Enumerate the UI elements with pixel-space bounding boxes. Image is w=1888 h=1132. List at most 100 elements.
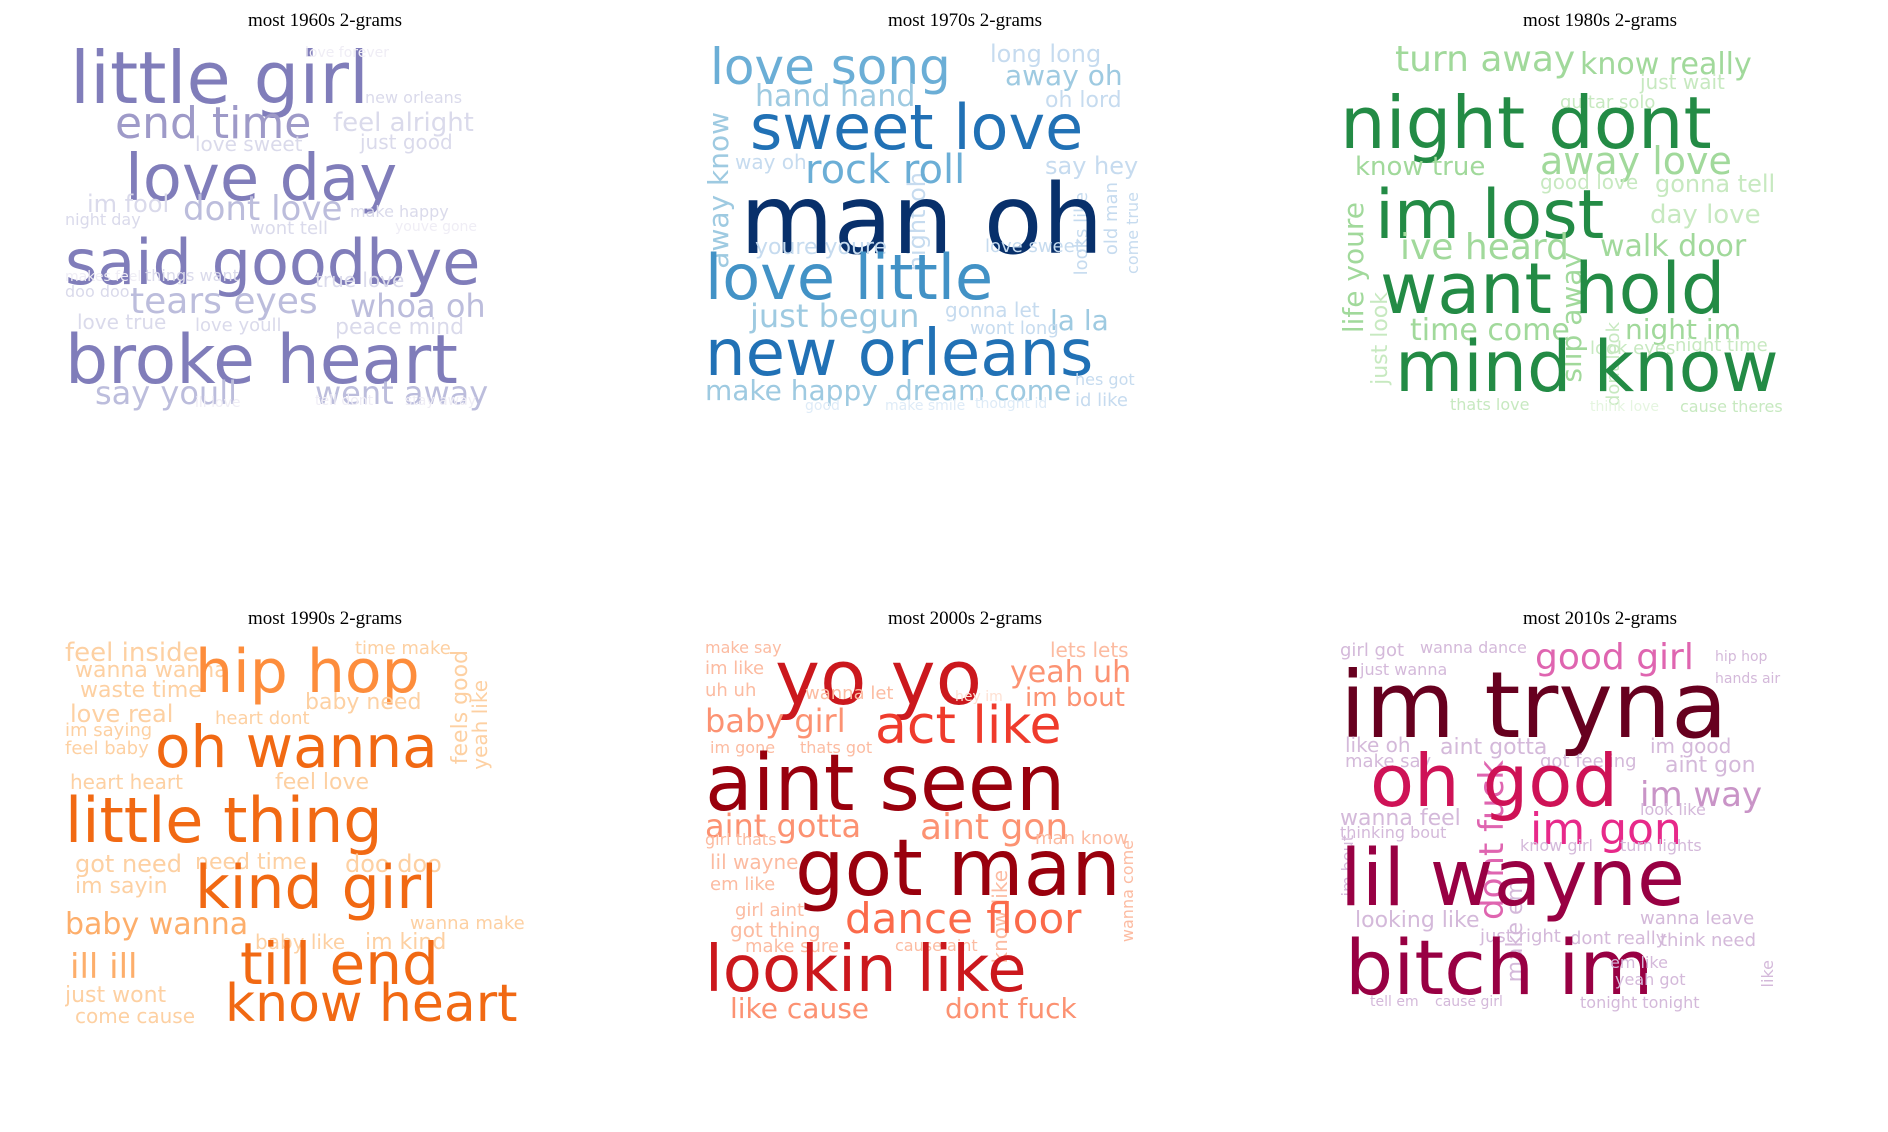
cloud-word: wanna make [410, 913, 525, 934]
cloud-word: broke heart [65, 321, 458, 400]
cloud-word: oh lord [1045, 88, 1122, 113]
cloud-word: baby wanna [65, 907, 249, 942]
cloud-word: em like [710, 874, 776, 895]
cloud-word: just wont [65, 983, 167, 1008]
cloud-word: stay away [405, 393, 476, 409]
cloud-word: wont tell [250, 218, 329, 239]
cloud-word: long long [990, 42, 1102, 68]
cloud-word: say youll [95, 374, 237, 412]
cloud-word: im good [1650, 734, 1732, 758]
cloud-word: feel baby [65, 738, 149, 759]
cloud-word: im sayin [75, 874, 168, 899]
cloud-word: ill ill [70, 947, 138, 987]
cloud-word: till end [240, 930, 439, 998]
cloud-word: lil wayne [710, 850, 799, 874]
cloud-word: look like [1640, 800, 1706, 819]
cloud-word: end time [115, 98, 312, 149]
cloud-word: just begun [750, 297, 920, 335]
cloud-word: life youre [1340, 202, 1370, 334]
cloud-word: yeah uh [1010, 655, 1132, 690]
wordcloud-panel-1960s: most 1960s 2-grams little girl end time lo… [65, 0, 585, 450]
cloud-word: away oh [1005, 59, 1123, 92]
cloud-word: cause girl [1435, 994, 1503, 1010]
cloud-word: rock roll [805, 147, 966, 193]
cloud-word: know heart [225, 974, 518, 1034]
cloud-word: wanna wanna [75, 658, 228, 683]
cloud-word: wanna feel [1340, 806, 1461, 831]
cloud-word: turn away [1395, 42, 1576, 80]
cloud-word: youre youre [755, 235, 888, 260]
cloud-word: just right [1480, 926, 1561, 947]
panel-title: most 1970s 2-grams [887, 10, 1043, 31]
cloud-word: guitar solo [1560, 92, 1656, 113]
cloud-word: got feeling [1540, 751, 1637, 772]
cloud-word: new orleans [705, 317, 1094, 391]
cloud-word: peace mind [335, 315, 465, 340]
word-cloud: away know night oh looks like old man come t… [705, 42, 1225, 442]
cloud-word: im gone [710, 738, 776, 757]
cloud-word: got thing [730, 918, 821, 942]
cloud-word: wont long [970, 318, 1059, 339]
cloud-word: youve gone [395, 219, 478, 235]
cloud-word: new orleans [365, 88, 463, 107]
cloud-word: think love [1590, 399, 1660, 415]
cloud-word: away love [1540, 139, 1732, 183]
cloud-word: im fool [87, 190, 170, 218]
cloud-word: oh wanna [155, 713, 438, 781]
cloud-word: thinking bout [1340, 823, 1447, 842]
cloud-word: ill love [195, 395, 241, 411]
cloud-word: hip hop [1715, 649, 1768, 665]
cloud-word: girl thats [705, 830, 777, 849]
cloud-word: im tryna [1340, 652, 1728, 759]
cloud-word: man know [1035, 828, 1129, 849]
cloud-word: yeah like [468, 680, 492, 770]
cloud-word: love youll [195, 315, 282, 336]
cloud-word: girl aint [735, 900, 805, 921]
cloud-word: make say [705, 640, 782, 657]
cloud-word: feel inside [65, 640, 199, 668]
cloud-word: love sweet [195, 132, 303, 156]
cloud-word: thats got [800, 738, 873, 757]
cloud-word: feel love [275, 770, 370, 795]
cloud-word: baby need [305, 690, 422, 715]
cloud-word: tonight tonight [1580, 993, 1700, 1012]
cloud-word: mind know [1395, 326, 1779, 408]
cloud-word: looking like [1355, 908, 1480, 933]
wordcloud-panel-1980s: most 1980s 2-grams life youre just look sl… [1340, 0, 1860, 450]
cloud-word: girl got [1340, 640, 1405, 661]
cloud-word: man oh [740, 164, 1104, 276]
cloud-word: heart heart [70, 770, 183, 794]
cloud-word: know girl [1520, 836, 1593, 855]
cloud-word: dont fuck [945, 992, 1077, 1025]
cloud-word: gonna tell [1655, 170, 1776, 198]
cloud-word: just good [360, 130, 453, 154]
cloud-word: la la [1050, 304, 1109, 337]
cloud-word: look eyes [1590, 338, 1676, 359]
cloud-word: like [1758, 960, 1777, 988]
cloud-word: whoa oh [350, 287, 486, 325]
cloud-word: night im [1625, 313, 1741, 346]
cloud-word: like cause [730, 992, 870, 1025]
cloud-word: come true [1123, 192, 1142, 274]
cloud-word: cause aint [895, 936, 978, 955]
cloud-word: way oh [735, 150, 807, 174]
cloud-word: ive heard [1400, 227, 1569, 268]
wordcloud-panel-1970s: most 1970s 2-grams away know night oh look… [705, 0, 1225, 450]
cloud-word: dream come [895, 374, 1072, 407]
cloud-word: id like [1075, 390, 1129, 411]
cloud-word: think need [1660, 930, 1757, 951]
cloud-word: make happy [350, 202, 449, 221]
cloud-word: turn lights [1620, 836, 1702, 855]
cloud-word: im saying [65, 720, 153, 741]
cloud-word: night dont [1340, 81, 1712, 165]
cloud-word: hands air [1715, 671, 1781, 687]
cloud-word: want hold [1380, 248, 1726, 330]
cloud-word: make sure [745, 936, 840, 957]
cloud-word: things want [145, 266, 239, 285]
cloud-word: make say [1345, 751, 1432, 772]
word-cloud: dont fuck make em im bout like girl got wanna… [1340, 640, 1860, 1040]
panel-title: most 2000s 2-grams [887, 608, 1043, 629]
word-cloud: life youre just look slip away dont look tur… [1340, 42, 1860, 442]
cloud-word: im way [1640, 775, 1763, 815]
cloud-word: went away [315, 374, 489, 412]
